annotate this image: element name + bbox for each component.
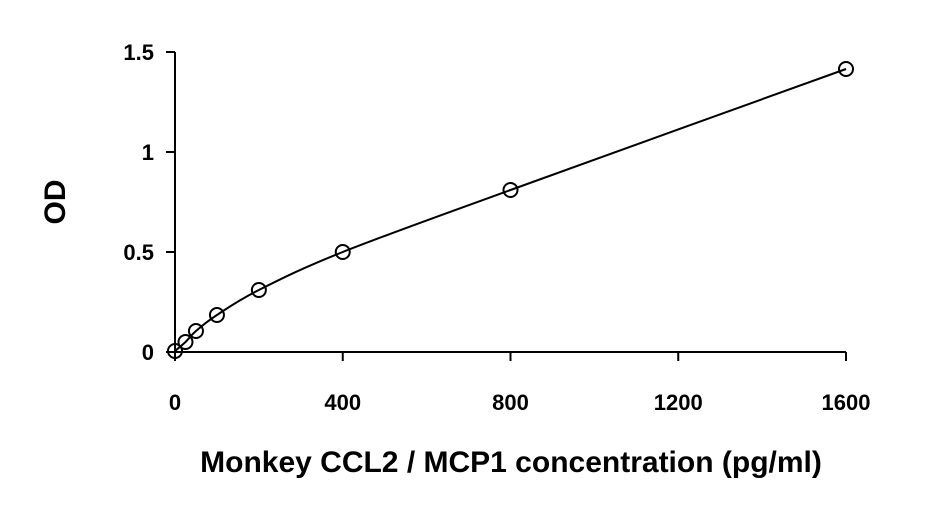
data-point-marker	[177, 334, 194, 350]
fit-curve	[174, 68, 847, 352]
tick-labels: 0 400 800 1200 1600 0 0.5 1 1.5	[123, 40, 870, 415]
y-tick-label: 1.5	[123, 40, 154, 65]
data-point-marker	[838, 61, 854, 77]
y-tick-label: 0.5	[123, 240, 154, 265]
data-point-marker	[334, 244, 351, 260]
data-markers	[167, 61, 854, 359]
x-tick-label: 0	[169, 390, 181, 415]
x-tick-label: 1600	[822, 390, 871, 415]
data-point-marker	[502, 182, 519, 198]
y-tick-label: 0	[142, 340, 154, 365]
y-axis-title: OD	[39, 180, 72, 225]
data-point-marker	[208, 307, 225, 323]
data-point-marker	[167, 343, 183, 359]
data-point-marker	[250, 282, 267, 298]
x-tick-label: 1200	[654, 390, 703, 415]
data-point-marker	[187, 323, 204, 339]
axes	[174, 52, 846, 353]
x-tick-label: 400	[324, 390, 361, 415]
x-tick-label: 800	[492, 390, 529, 415]
x-axis-title: Monkey CCL2 / MCP1 concentration (pg/ml)	[200, 446, 822, 479]
y-tick-label: 1	[142, 140, 154, 165]
ticks	[166, 51, 847, 361]
